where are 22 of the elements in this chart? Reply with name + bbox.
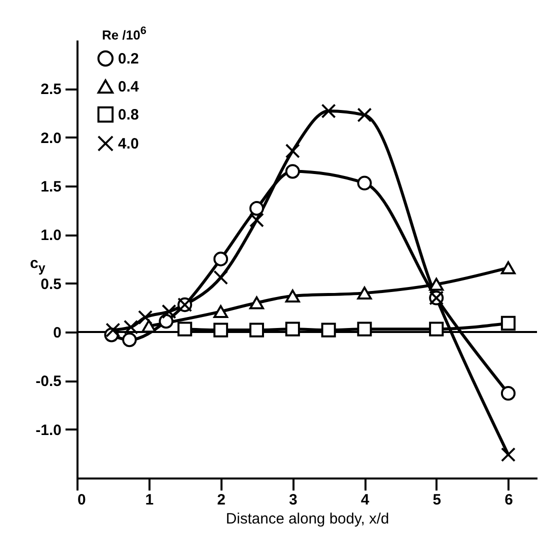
legend-label: 4.0 bbox=[118, 136, 139, 152]
y-tick-label: 1.5 bbox=[40, 178, 62, 196]
y-tick-label: -1.0 bbox=[36, 422, 62, 439]
legend-label: 0.4 bbox=[118, 78, 140, 96]
x-tick-label: 5 bbox=[432, 492, 442, 508]
x-axis-title: Distance along body, x/d bbox=[226, 510, 390, 528]
x-tick-label: 3 bbox=[288, 492, 298, 508]
legend-title: Re /10$^{6}$ bbox=[102, 25, 146, 42]
legend-label: 0.8 bbox=[118, 106, 139, 124]
y-axis-title: c$_{y}$ bbox=[30, 255, 46, 275]
y-tick-label: 0 bbox=[53, 324, 62, 342]
y-tick-label: 0.5 bbox=[40, 276, 62, 293]
y-tick-label: 2.0 bbox=[40, 130, 62, 147]
legend-label: 0.2 bbox=[118, 50, 139, 68]
y-tick-label: 2.5 bbox=[40, 81, 62, 98]
y-tick-label: 1.0 bbox=[40, 227, 62, 244]
x-tick-label: 2 bbox=[217, 492, 226, 508]
x-tick-label: 4 bbox=[360, 492, 370, 508]
x-tick-label: 1 bbox=[145, 492, 154, 508]
x-tick-label: 6 bbox=[504, 492, 513, 508]
y-tick-label: -0.5 bbox=[36, 373, 62, 390]
x-tick-label: 0 bbox=[78, 492, 86, 508]
